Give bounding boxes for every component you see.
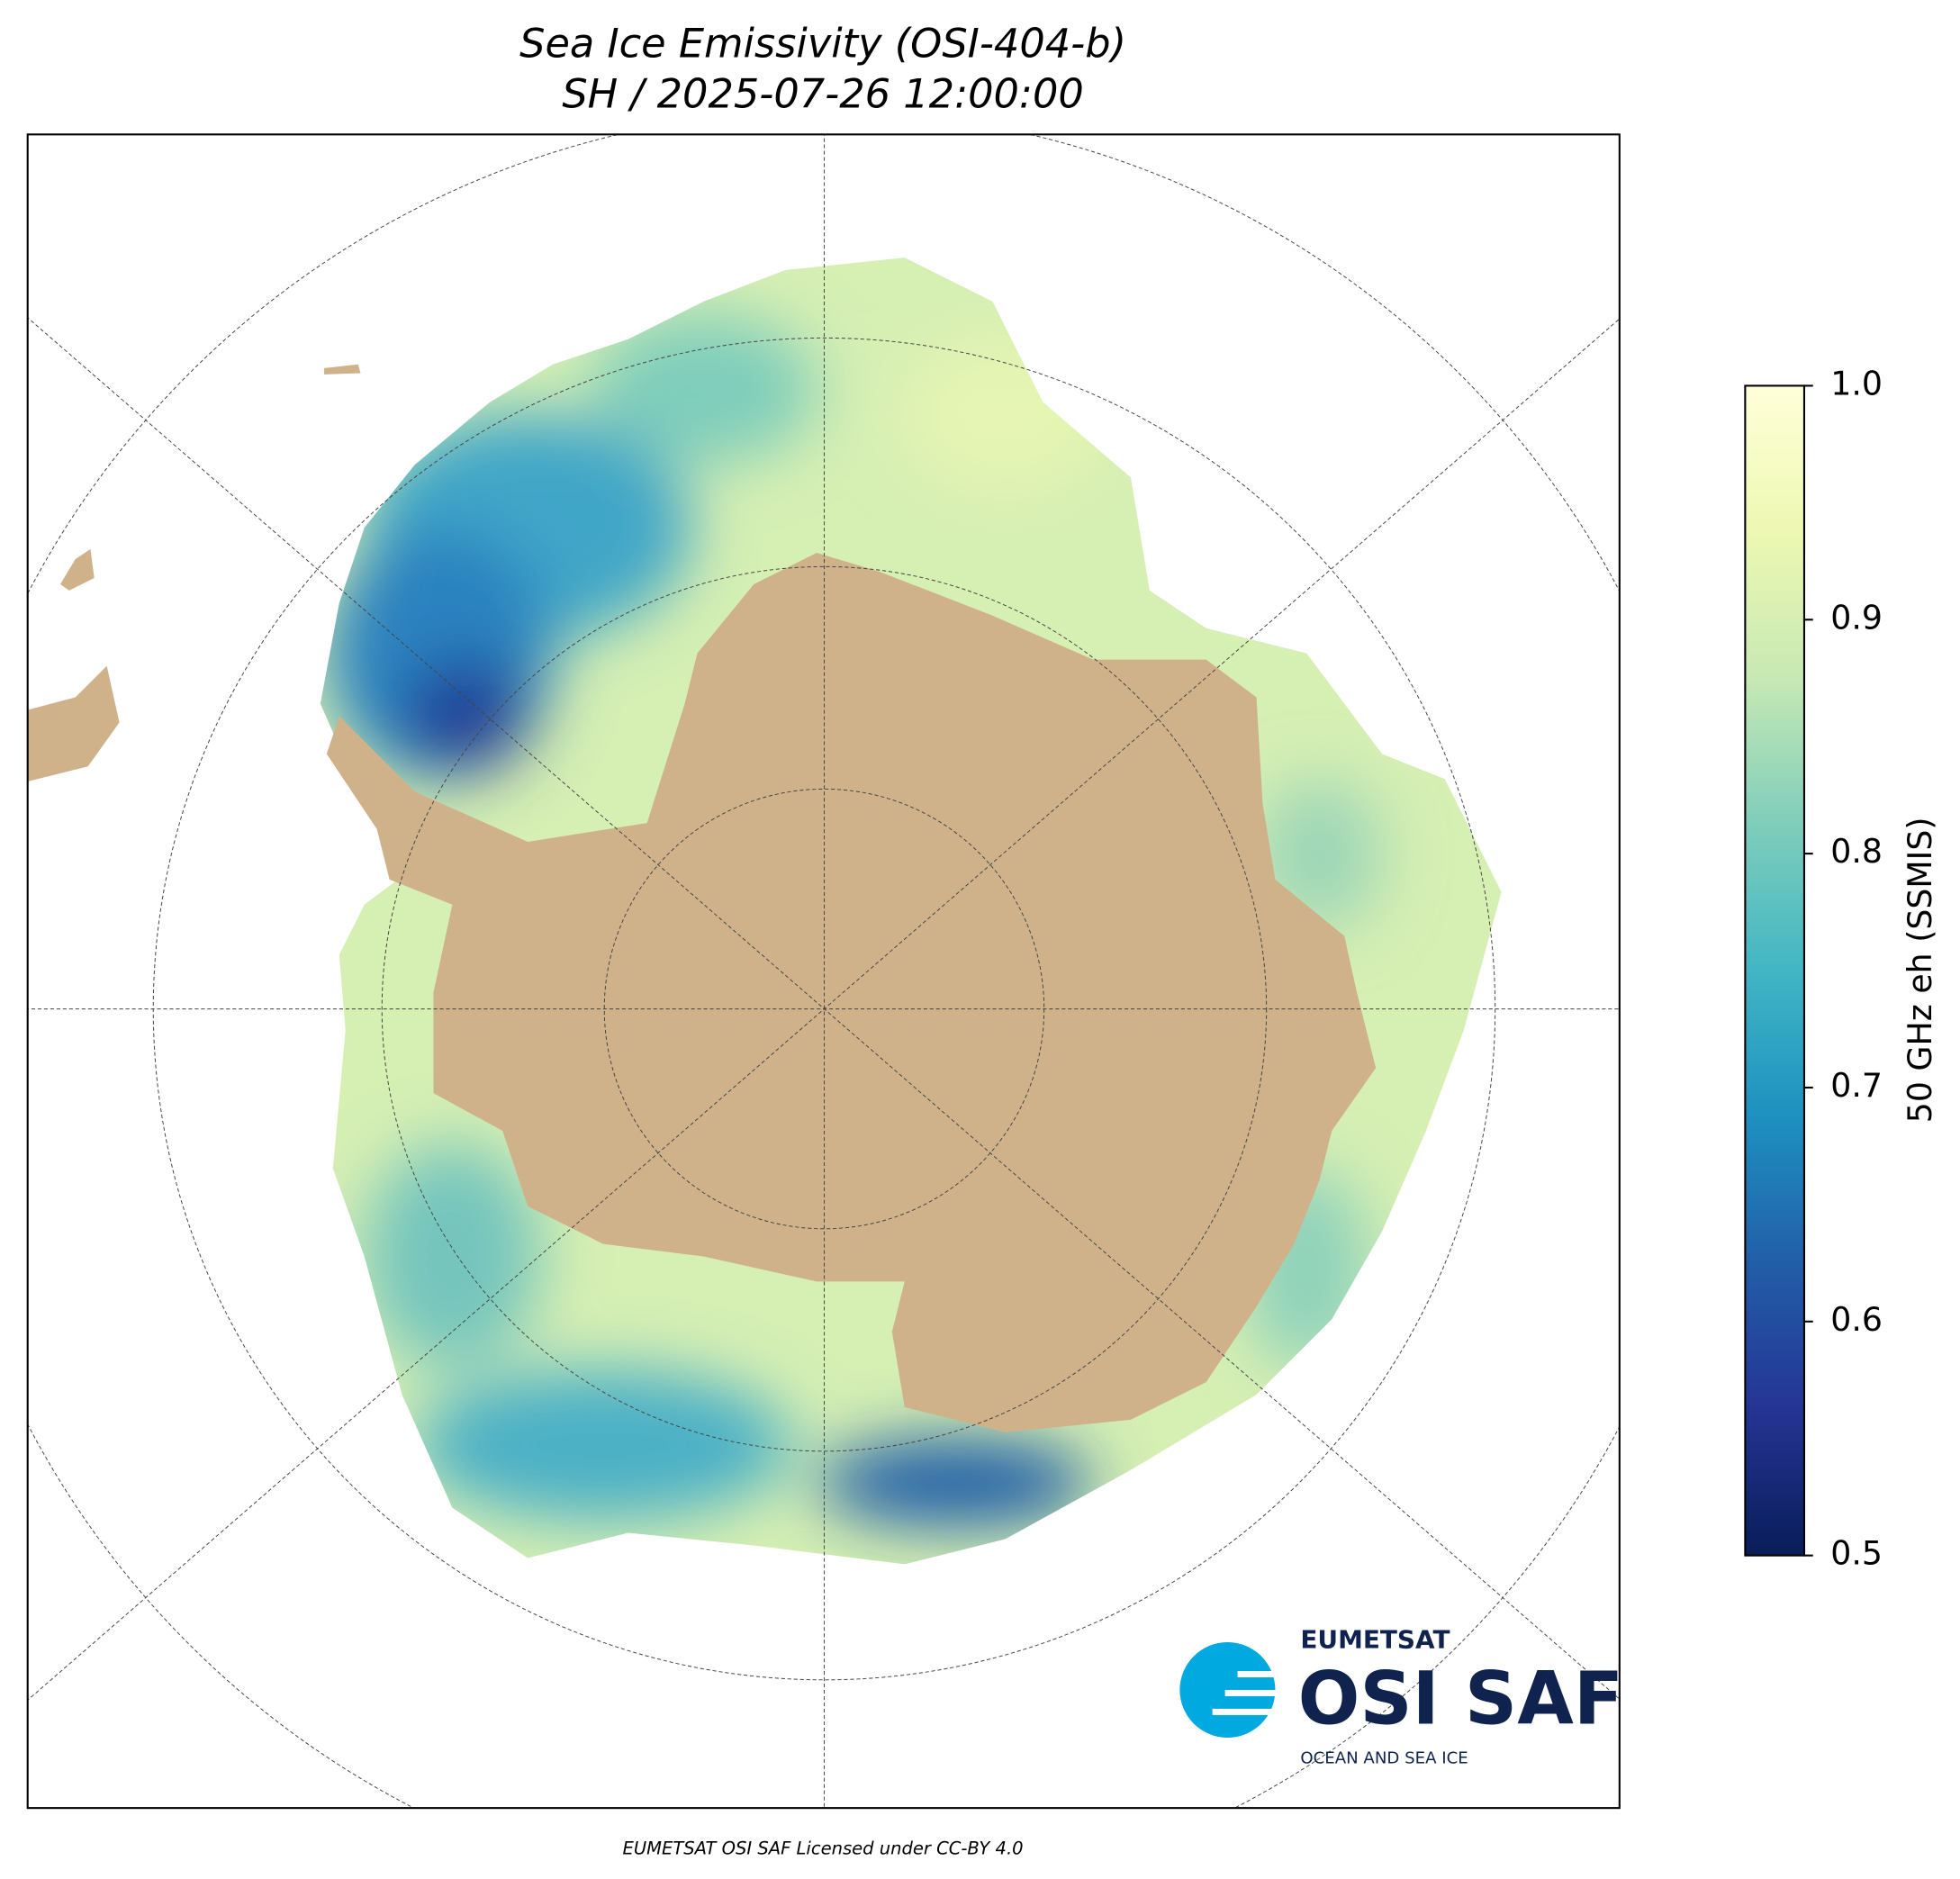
colorbar: 50 GHz eh (SSMIS) 0.5 0.6 0.7 0.8 0.9 1.0 (1744, 364, 1939, 1573)
footer: EUMETSAT OSI SAF Licensed under CC-BY 4.… (623, 1838, 1024, 1859)
map-frame (26, 133, 1621, 1810)
logo-top: EUMETSAT (1300, 1625, 1450, 1655)
logo: EUMETSAT OSI SAF OCEAN AND SEA ICE (1179, 1625, 1623, 1768)
title: Sea Ice Emissivity (OSI-404-b) (519, 21, 1126, 68)
colorbar-tick-label: 1.0 (1830, 364, 1883, 402)
map (27, 134, 1620, 1809)
colorbar-tick-label: 0.8 (1830, 832, 1883, 871)
logo-tagline: OCEAN AND SEA ICE (1300, 1749, 1468, 1768)
logo-name: OSI SAF (1298, 1657, 1624, 1741)
land (27, 665, 120, 782)
colorbar-ramp (1744, 384, 1806, 1557)
land (324, 364, 361, 375)
colorbar-label: 50 GHz eh (SSMIS) (1901, 817, 1939, 1123)
antarctica (326, 553, 1377, 1432)
land (59, 548, 95, 591)
subtitle: SH / 2025-07-26 12:00:00 (562, 70, 1083, 117)
colorbar-tick-label: 0.6 (1830, 1300, 1883, 1339)
colorbar-tick-label: 0.7 (1830, 1066, 1883, 1105)
graticule (27, 134, 1620, 1809)
colorbar-tick-label: 0.9 (1830, 598, 1883, 637)
colorbar-tick-label: 0.5 (1830, 1534, 1883, 1573)
